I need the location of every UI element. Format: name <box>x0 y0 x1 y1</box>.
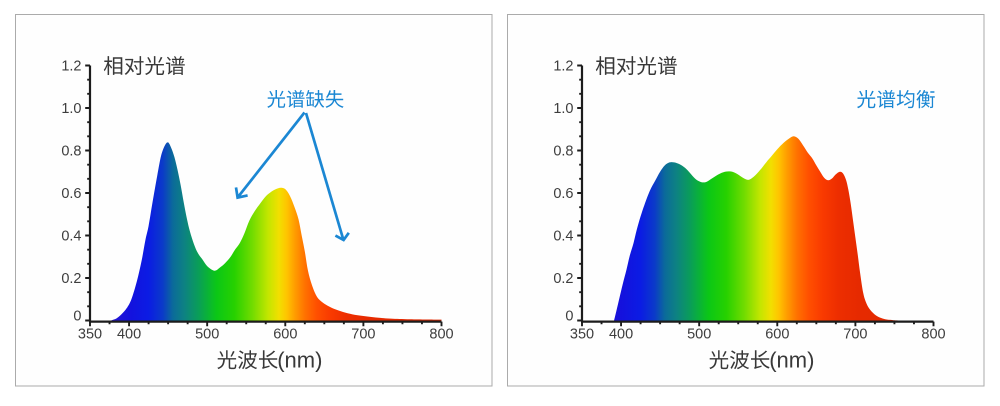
svg-text:1.2: 1.2 <box>553 59 573 75</box>
svg-text:800: 800 <box>921 327 945 343</box>
svg-text:600: 600 <box>765 327 789 343</box>
svg-text:400: 400 <box>609 327 633 343</box>
svg-text:(nm): (nm) <box>769 348 814 373</box>
svg-text:1.0: 1.0 <box>61 101 81 117</box>
svg-text:0.4: 0.4 <box>553 229 573 245</box>
svg-text:0.6: 0.6 <box>553 186 573 202</box>
svg-text:0.4: 0.4 <box>61 229 81 245</box>
svg-text:0.2: 0.2 <box>61 271 81 287</box>
svg-text:800: 800 <box>429 327 453 343</box>
svg-text:700: 700 <box>351 327 375 343</box>
svg-text:0: 0 <box>565 309 573 325</box>
svg-text:1.2: 1.2 <box>61 59 81 75</box>
svg-text:350: 350 <box>570 327 594 343</box>
svg-text:0.8: 0.8 <box>61 144 81 160</box>
svg-text:350: 350 <box>78 327 102 343</box>
svg-text:500: 500 <box>687 327 711 343</box>
svg-text:700: 700 <box>843 327 867 343</box>
svg-text:0: 0 <box>73 309 81 325</box>
svg-text:(nm): (nm) <box>277 348 322 373</box>
svg-text:1.0: 1.0 <box>553 101 573 117</box>
svg-text:600: 600 <box>273 327 297 343</box>
svg-text:0.6: 0.6 <box>61 186 81 202</box>
svg-text:400: 400 <box>117 327 141 343</box>
svg-text:500: 500 <box>195 327 219 343</box>
svg-text:0.8: 0.8 <box>553 144 573 160</box>
svg-text:0.2: 0.2 <box>553 271 573 287</box>
